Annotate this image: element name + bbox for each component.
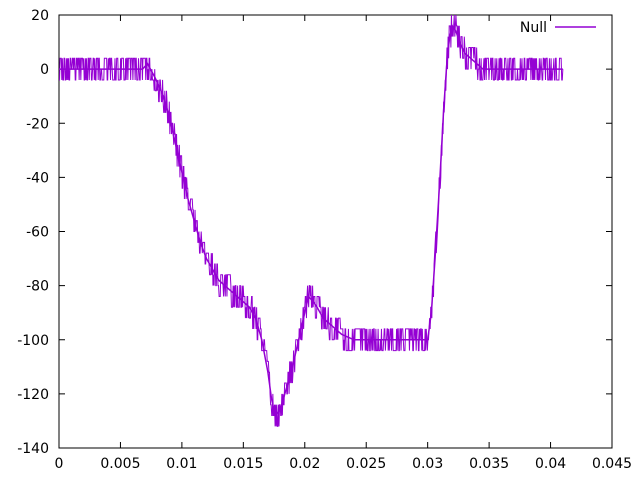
x-tick-label: 0.01 [166, 456, 197, 472]
y-tick-label: -140 [17, 441, 49, 457]
y-tick-label: -100 [17, 333, 49, 349]
y-tick-label: -20 [26, 116, 49, 132]
y-tick-label: -120 [17, 387, 49, 403]
series-line-noise [59, 14, 564, 427]
y-tick-label: -60 [26, 225, 49, 241]
x-tick-label: 0.005 [100, 456, 140, 472]
y-tick-label: 0 [40, 62, 49, 78]
x-tick-label: 0.02 [289, 456, 320, 472]
x-tick-label: 0 [55, 456, 64, 472]
legend-label: Null [520, 20, 547, 36]
y-tick-label: 20 [31, 8, 49, 24]
y-tick-label: -40 [26, 170, 49, 186]
x-tick-label: 0.015 [223, 456, 263, 472]
series-line [59, 23, 563, 418]
x-tick-label: 0.035 [469, 456, 509, 472]
x-tick-label: 0.04 [535, 456, 566, 472]
x-tick-label: 0.025 [346, 456, 386, 472]
y-tick-label: -80 [26, 279, 49, 295]
x-tick-label: 0.03 [412, 456, 443, 472]
x-tick-label: 0.045 [592, 456, 632, 472]
